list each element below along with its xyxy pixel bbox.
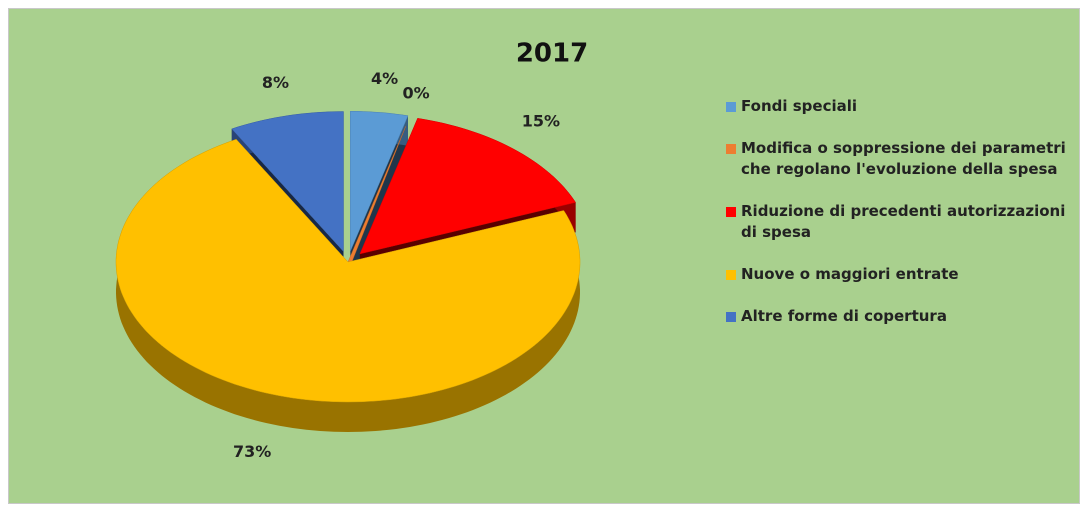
data-label: 0%	[402, 83, 429, 102]
slice	[231, 111, 344, 253]
legend-swatch	[726, 207, 736, 217]
slice	[115, 139, 581, 403]
legend-label: Altre forme di copertura	[741, 307, 947, 325]
legend-item: Riduzione di precedenti autorizzazioni d…	[726, 201, 1071, 243]
legend-swatch	[726, 312, 736, 322]
legend-label: Riduzione di precedenti autorizzazioni d…	[741, 202, 1066, 241]
legend-swatch	[726, 144, 736, 154]
data-label: 8%	[262, 73, 289, 92]
data-label: 73%	[233, 442, 271, 461]
legend-swatch	[726, 102, 736, 112]
legend-item: Nuove o maggiori entrate	[726, 264, 1071, 285]
legend-item: Fondi speciali	[726, 96, 1071, 117]
legend-item: Modifica o soppressione dei parametri ch…	[726, 138, 1071, 180]
slice	[359, 118, 577, 255]
data-label: 4%	[371, 69, 398, 88]
chart-title: 2017	[516, 39, 588, 69]
legend-label: Modifica o soppressione dei parametri ch…	[741, 139, 1066, 178]
legend-swatch	[726, 270, 736, 280]
legend-label: Nuove o maggiori entrate	[741, 265, 959, 283]
legend-item: Altre forme di copertura	[726, 306, 1071, 327]
slice	[350, 111, 409, 252]
data-label: 15%	[522, 111, 560, 130]
legend-label: Fondi speciali	[741, 97, 858, 115]
legend: Fondi speciali Modifica o soppressione de…	[726, 96, 1071, 348]
